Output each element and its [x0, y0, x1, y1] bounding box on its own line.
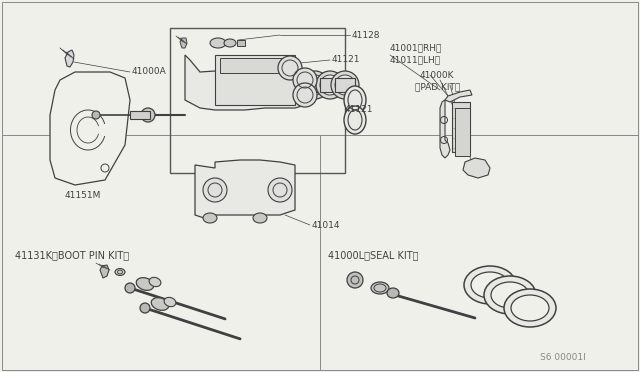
- Circle shape: [301, 71, 329, 99]
- Text: 41131K〈BOOT PIN KIT〉: 41131K〈BOOT PIN KIT〉: [15, 250, 129, 260]
- Text: 41000K: 41000K: [420, 71, 454, 80]
- Polygon shape: [185, 55, 305, 110]
- Polygon shape: [100, 265, 109, 278]
- Circle shape: [316, 71, 344, 99]
- Bar: [130, 111, 150, 119]
- Ellipse shape: [344, 106, 366, 134]
- Ellipse shape: [511, 295, 549, 321]
- Ellipse shape: [164, 297, 176, 307]
- Ellipse shape: [136, 278, 154, 291]
- Polygon shape: [50, 72, 130, 185]
- Polygon shape: [180, 38, 187, 48]
- Ellipse shape: [344, 86, 366, 114]
- Text: 41014: 41014: [312, 221, 340, 230]
- Ellipse shape: [210, 38, 226, 48]
- Ellipse shape: [140, 303, 150, 313]
- Ellipse shape: [115, 269, 125, 276]
- Text: 〈PAD KIT〉: 〈PAD KIT〉: [415, 83, 460, 92]
- Text: 41000A: 41000A: [132, 67, 167, 77]
- Ellipse shape: [149, 278, 161, 287]
- Bar: [215, 55, 295, 105]
- Text: 41128: 41128: [352, 31, 381, 39]
- Text: 41151M: 41151M: [65, 190, 101, 199]
- Text: S6 00001I: S6 00001I: [540, 353, 586, 362]
- Circle shape: [141, 108, 155, 122]
- Polygon shape: [65, 50, 74, 67]
- Circle shape: [203, 178, 227, 202]
- Circle shape: [305, 75, 325, 95]
- Ellipse shape: [504, 289, 556, 327]
- Circle shape: [347, 272, 363, 288]
- Circle shape: [268, 178, 292, 202]
- Circle shape: [92, 111, 100, 119]
- Circle shape: [293, 68, 317, 92]
- Bar: [220, 58, 290, 73]
- Text: 41121: 41121: [345, 106, 374, 115]
- Polygon shape: [463, 158, 490, 178]
- Ellipse shape: [371, 282, 389, 294]
- Ellipse shape: [387, 288, 399, 298]
- Polygon shape: [195, 160, 295, 220]
- Ellipse shape: [484, 276, 536, 314]
- Ellipse shape: [491, 282, 529, 308]
- Circle shape: [331, 71, 359, 99]
- Bar: [452, 102, 470, 152]
- Bar: [170, 28, 345, 173]
- Bar: [335, 78, 355, 92]
- Bar: [237, 40, 245, 46]
- Text: 41011〈LH〉: 41011〈LH〉: [390, 55, 441, 64]
- Ellipse shape: [125, 283, 135, 293]
- Polygon shape: [440, 100, 450, 158]
- Ellipse shape: [471, 272, 509, 298]
- Polygon shape: [445, 90, 472, 102]
- Bar: [320, 78, 340, 92]
- Ellipse shape: [464, 266, 516, 304]
- Circle shape: [320, 75, 340, 95]
- Bar: [455, 108, 470, 156]
- Ellipse shape: [203, 213, 217, 223]
- Circle shape: [278, 56, 302, 80]
- Text: 41121: 41121: [332, 55, 360, 64]
- Bar: [305, 78, 325, 92]
- Text: 41000L〈SEAL KIT〉: 41000L〈SEAL KIT〉: [328, 250, 419, 260]
- Ellipse shape: [224, 39, 236, 47]
- Ellipse shape: [253, 213, 267, 223]
- Text: 41001〈RH〉: 41001〈RH〉: [390, 44, 442, 52]
- Ellipse shape: [151, 298, 169, 310]
- Circle shape: [335, 75, 355, 95]
- Circle shape: [293, 83, 317, 107]
